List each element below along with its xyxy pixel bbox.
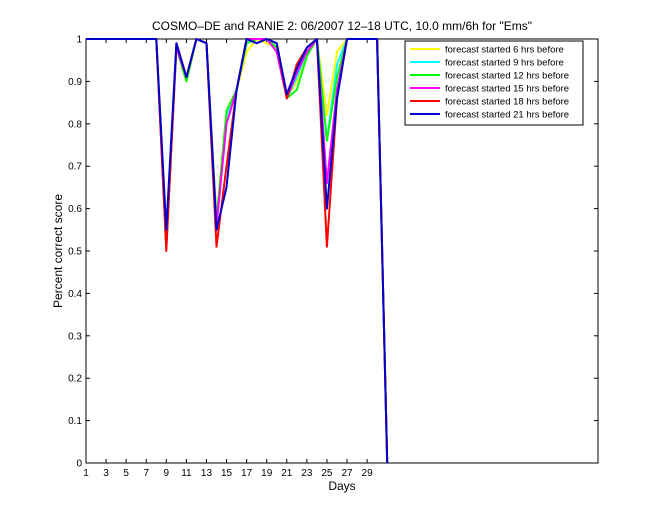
y-tick-label: 0.4 <box>68 289 82 300</box>
y-tick-label: 0.6 <box>68 204 82 215</box>
y-tick-label: 0 <box>76 459 82 470</box>
x-tick-label: 11 <box>181 468 192 479</box>
chart-title: COSMO–DE and RANIE 2: 06/2007 12–18 UTC,… <box>152 19 532 33</box>
legend-entry: forecast started 15 hrs before <box>445 84 569 95</box>
x-tick-label: 23 <box>301 468 313 479</box>
x-tick-label: 17 <box>241 468 253 479</box>
x-axis-label: Days <box>328 479 355 493</box>
series-lines <box>86 38 389 464</box>
legend-entry: forecast started 9 hrs before <box>445 58 564 69</box>
x-tick-label: 1 <box>83 468 89 479</box>
x-tick-label: 29 <box>362 468 374 479</box>
x-tick-label: 3 <box>103 468 109 479</box>
x-tick-label: 13 <box>201 468 213 479</box>
legend-entry: forecast started 18 hrs before <box>445 97 569 108</box>
x-tick-label: 25 <box>321 468 333 479</box>
x-tick-label: 15 <box>221 468 233 479</box>
x-tick-label: 9 <box>164 468 170 479</box>
legend-entry: forecast started 6 hrs before <box>445 45 564 56</box>
y-tick-label: 0.2 <box>68 374 82 385</box>
legend-entry: forecast started 21 hrs before <box>445 110 569 121</box>
y-tick-label: 0.1 <box>68 416 82 427</box>
tick-labels: 1 3 5 7 9 11 13 15 17 19 21 23 25 27 2900.10.20.30.40.… <box>68 35 373 480</box>
x-tick-label: 7 <box>143 468 149 479</box>
series-line-6 <box>86 38 389 464</box>
y-axis-label: Percent correct score <box>51 194 65 308</box>
y-tick-label: 0.5 <box>68 247 82 258</box>
y-tick-label: 0.8 <box>68 119 82 130</box>
y-tick-label: 0.3 <box>68 331 82 342</box>
y-tick-label: 0.7 <box>68 162 82 173</box>
x-tick-label: 5 <box>123 468 129 479</box>
y-tick-label: 0.9 <box>68 77 82 88</box>
y-tick-label: 1 <box>76 35 82 46</box>
x-tick-label: 27 <box>341 468 353 479</box>
legend-box <box>404 40 584 126</box>
x-tick-label: 21 <box>281 468 293 479</box>
legend-entry: forecast started 12 hrs before <box>445 71 569 82</box>
x-tick-label: 19 <box>261 468 273 479</box>
axis-ticks <box>85 38 598 464</box>
legend: forecast started 6 hrs before forecast st… <box>404 40 584 126</box>
